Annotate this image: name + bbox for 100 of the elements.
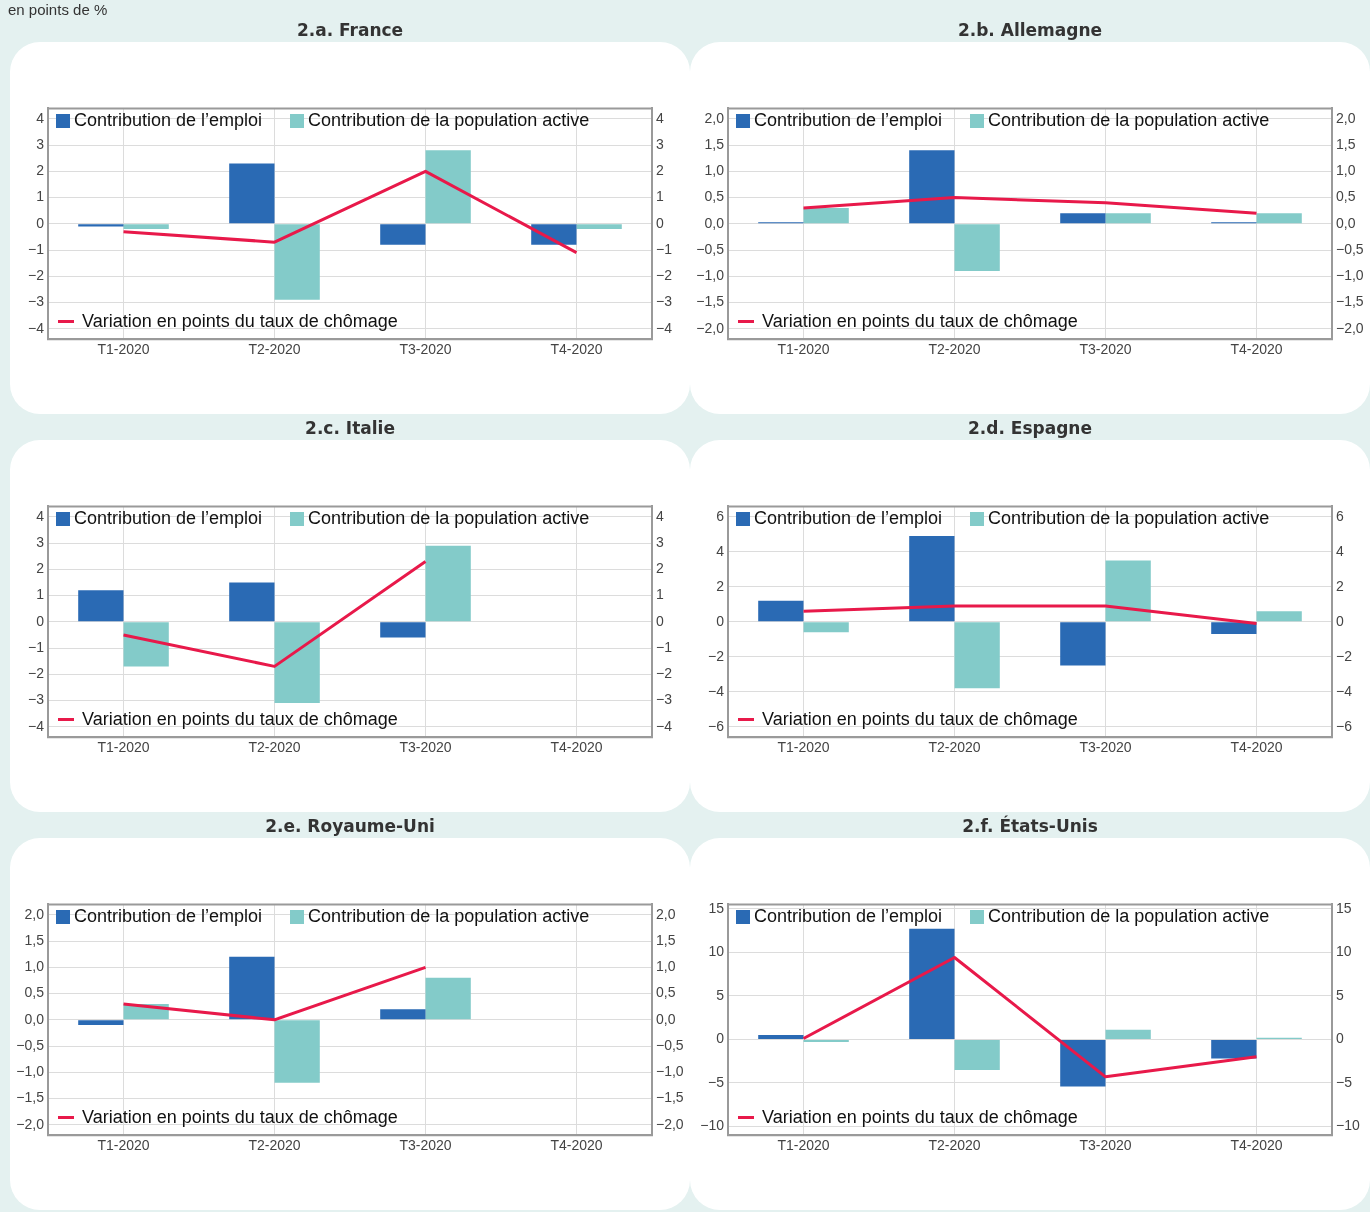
bar (123, 224, 169, 230)
y2-tick-label: 4 (656, 109, 664, 126)
y-tick-label: 15 (708, 899, 725, 916)
x-tick-label: T1-2020 (97, 739, 150, 756)
y2-tick-label: 2,0 (1336, 109, 1356, 126)
y-tick-label: −1,5 (696, 293, 725, 310)
y-tick-label: 2,0 (24, 905, 45, 922)
y2-tick-label: 1,0 (656, 958, 676, 975)
y-tick-label: 4 (36, 109, 45, 126)
y-tick-label: 0 (36, 214, 45, 231)
y2-tick-label: 1 (656, 586, 664, 603)
y-tick-label: −2 (28, 267, 45, 284)
y2-tick-label: −4 (656, 319, 673, 336)
y-tick-label: −5 (708, 1073, 725, 1090)
bar (1211, 622, 1257, 635)
x-tick-label: T1-2020 (777, 1137, 830, 1154)
y2-tick-label: −1,5 (1336, 293, 1364, 310)
y-tick-label: −4 (708, 682, 725, 699)
legend-label: Variation en points du taux de chômage (762, 1107, 1078, 1129)
y-tick-label: 5 (716, 986, 725, 1003)
legend-label: Contribution de la population active (308, 110, 590, 132)
bar (274, 224, 320, 300)
bar (909, 150, 955, 224)
y-tick-label: −1 (28, 240, 45, 257)
y2-tick-label: −2 (656, 267, 673, 284)
y-tick-label: −1,0 (16, 1063, 45, 1080)
y2-tick-label: 2 (656, 162, 664, 179)
y2-tick-label: 0 (1336, 612, 1344, 629)
legend-label: Contribution de l’emploi (754, 906, 943, 928)
bar (803, 208, 849, 224)
legend-label: Contribution de l’emploi (74, 906, 263, 928)
bar (954, 622, 1000, 689)
y-tick-label: −2,0 (696, 319, 725, 336)
x-tick-label: T2-2020 (248, 739, 301, 756)
legend-label: Contribution de la population active (988, 906, 1270, 928)
y2-tick-label: −2 (656, 665, 673, 682)
legend-label: Contribution de la population active (988, 508, 1270, 530)
y2-tick-label: −2 (1336, 647, 1353, 664)
chart-title: 2.f. États-Unis (961, 816, 1099, 836)
chart-title: 2.e. Royaume-Uni (264, 816, 436, 836)
bar (1105, 1029, 1151, 1039)
x-tick-label: T4-2020 (1230, 739, 1283, 756)
bar (803, 1039, 849, 1043)
y2-tick-label: −2,0 (656, 1115, 684, 1132)
y-tick-label: 1,0 (704, 162, 725, 179)
bar (78, 224, 124, 227)
bar (954, 1039, 1000, 1070)
y-tick-label: 1 (36, 586, 45, 603)
y2-tick-label: 1,0 (1336, 162, 1356, 179)
y-tick-label: 1,0 (24, 958, 45, 975)
y2-tick-label: −1,0 (1336, 267, 1364, 284)
y-tick-label: 0,0 (704, 214, 725, 231)
y2-tick-label: −0,5 (1336, 240, 1364, 257)
y2-tick-label: 6 (1336, 507, 1344, 524)
bar (380, 224, 426, 245)
bar (1060, 622, 1106, 666)
legend-label: Contribution de la population active (308, 508, 590, 530)
bar (425, 545, 471, 622)
x-tick-label: T2-2020 (928, 341, 981, 358)
y-tick-label: 0,5 (24, 984, 45, 1001)
y2-tick-label: 2 (656, 560, 664, 577)
y2-tick-label: 1,5 (1336, 135, 1356, 152)
y-tick-label: 3 (36, 135, 45, 152)
y2-tick-label: −4 (1336, 682, 1353, 699)
y2-tick-label: 1,5 (656, 931, 676, 948)
y2-tick-label: 3 (656, 135, 664, 152)
y-tick-label: −2 (708, 647, 725, 664)
legend-label: Contribution de la population active (988, 110, 1270, 132)
x-tick-label: T2-2020 (248, 341, 301, 358)
y-tick-label: −0,5 (696, 240, 725, 257)
bar (1105, 213, 1151, 224)
x-tick-label: T4-2020 (550, 341, 603, 358)
y2-tick-label: 0 (656, 214, 664, 231)
y2-tick-label: 3 (656, 533, 664, 550)
bar (1256, 213, 1302, 224)
bar (758, 1035, 804, 1039)
y2-tick-label: 5 (1336, 986, 1344, 1003)
y-tick-label: −0,5 (16, 1036, 45, 1053)
x-tick-label: T4-2020 (1230, 341, 1283, 358)
y2-tick-label: −3 (656, 691, 673, 708)
legend-label: Contribution de la population active (308, 906, 590, 928)
x-tick-label: T3-2020 (399, 739, 452, 756)
y-tick-label: 3 (36, 533, 45, 550)
y2-tick-label: −1 (656, 240, 673, 257)
x-tick-label: T4-2020 (550, 1137, 603, 1154)
y2-tick-label: −2,0 (1336, 319, 1364, 336)
y-tick-label: −1,0 (696, 267, 725, 284)
bar (229, 582, 275, 622)
legend-label: Contribution de l’emploi (754, 508, 943, 530)
y-tick-label: −3 (28, 691, 45, 708)
y2-tick-label: 2,0 (656, 905, 676, 922)
x-tick-label: T4-2020 (550, 739, 603, 756)
bar (229, 956, 275, 1020)
bar (758, 600, 804, 622)
chart-title: 2.d. Espagne (967, 418, 1093, 438)
y-tick-label: 2 (716, 577, 725, 594)
text: en points de % (8, 1, 108, 18)
y-tick-label: 0 (36, 612, 45, 629)
y2-tick-label: −1 (656, 638, 673, 655)
x-tick-label: T1-2020 (777, 739, 830, 756)
